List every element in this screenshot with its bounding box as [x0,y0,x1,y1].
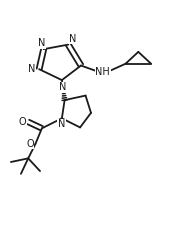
Text: N: N [59,82,67,92]
Text: N: N [69,34,76,44]
Text: N: N [28,64,35,74]
Text: O: O [19,116,27,127]
Text: N: N [38,38,45,48]
Text: O: O [26,139,34,149]
Text: NH: NH [95,67,110,77]
Text: N: N [58,119,65,129]
